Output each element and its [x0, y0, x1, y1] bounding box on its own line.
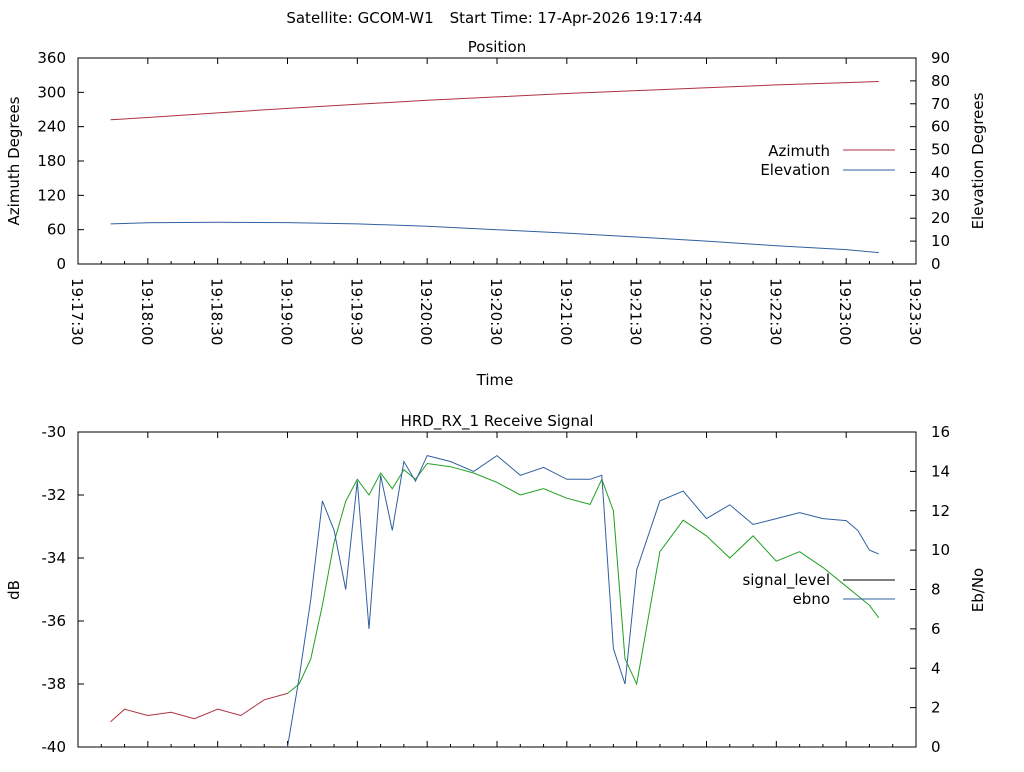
position-y2-tick-label: 50: [931, 141, 950, 159]
position-ticks: 19:17:30 19:18:00 19:18:30 19:19:00 19:19:30…: [37, 49, 950, 345]
signal-y-tick-label: -32: [42, 486, 67, 504]
signal-right-axis-label: Eb/No: [969, 568, 987, 612]
position-x-tick-label: 19:21:00: [557, 278, 575, 345]
signal-left-axis-label: dB: [5, 580, 23, 600]
position-y2-tick-label: 90: [931, 49, 950, 67]
signal-chart-title: HRD_RX_1 Receive Signal: [401, 412, 594, 431]
position-x-tick-label: 19:23:00: [836, 278, 854, 345]
position-y-tick-label: 60: [47, 221, 66, 239]
position-y2-tick-label: 60: [931, 118, 950, 136]
position-y2-tick-label: 70: [931, 95, 950, 113]
signal-y2-tick-label: 8: [931, 581, 941, 599]
position-series: [110, 81, 879, 254]
position-chart-title: Position: [468, 38, 526, 56]
position-x-tick-label: 19:20:30: [487, 278, 505, 345]
position-series-elevation-line: [110, 221, 879, 254]
position-x-tick-label: 19:22:00: [697, 278, 715, 345]
signal-y-tick-label: -36: [42, 612, 67, 630]
signal-y2-tick-label: 12: [931, 502, 950, 520]
legend-azimuth-label: Azimuth: [768, 142, 830, 160]
signal-y2-tick-label: 6: [931, 620, 941, 638]
position-y-tick-label: 0: [56, 255, 66, 273]
signal-y2-tick-label: 14: [931, 462, 950, 480]
position-x-tick-label: 19:22:30: [766, 278, 784, 345]
position-right-axis-label: Elevation Degrees: [969, 92, 987, 229]
signal-legend: signal_level ebno: [742, 571, 895, 608]
position-y2-tick-label: 20: [931, 209, 950, 227]
legend-ebno-label: ebno: [793, 590, 830, 608]
start-time-label: Start Time: 17-Apr-2026 19:17:44: [450, 9, 703, 27]
signal-y-tick-label: -38: [42, 675, 67, 693]
signal-y2-tick-label: 10: [931, 541, 950, 559]
position-x-tick-label: 19:19:30: [347, 278, 365, 345]
signal-y2-tick-label: 2: [931, 699, 941, 717]
position-y2-tick-label: 80: [931, 72, 950, 90]
position-x-tick-label: 19:18:30: [208, 278, 226, 345]
position-y2-tick-label: 40: [931, 163, 950, 181]
position-y-tick-label: 120: [37, 186, 66, 204]
position-x-tick-label: 19:17:30: [68, 278, 86, 345]
position-y-tick-label: 360: [37, 49, 66, 67]
legend-elevation-label: Elevation: [760, 161, 830, 179]
satellite-label: Satellite: GCOM-W1: [286, 9, 433, 27]
position-x-tick-label: 19:23:30: [906, 278, 924, 345]
position-y-tick-label: 240: [37, 118, 66, 136]
position-x-tick-label: 19:18:00: [138, 278, 156, 345]
signal-y2-tick-label: 4: [931, 659, 941, 677]
signal-series: [110, 454, 880, 748]
position-x-tick-label: 19:20:00: [417, 278, 435, 345]
signal-level-line: [287, 462, 880, 694]
position-x-axis-label: Time: [476, 371, 514, 389]
position-y2-tick-label: 0: [931, 255, 941, 273]
ebno-line: [287, 454, 879, 748]
position-legend: Azimuth Elevation: [760, 142, 895, 179]
position-series-azimuth-line: [110, 81, 879, 121]
signal-y2-tick-label: 16: [931, 423, 950, 441]
position-y-tick-label: 180: [37, 152, 66, 170]
signal-y2-tick-label: 0: [931, 738, 941, 756]
position-left-axis-label: Azimuth Degrees: [5, 96, 23, 225]
signal-y-tick-label: -34: [42, 549, 67, 567]
position-x-tick-label: 19:19:00: [278, 278, 296, 345]
signal-y-tick-label: -40: [42, 738, 67, 756]
position-x-tick-label: 19:21:30: [627, 278, 645, 345]
signal-chart: HRD_RX_1 Receive Signal dB Eb/No -40-38-…: [5, 412, 987, 756]
signal-y-tick-label: -30: [42, 423, 67, 441]
position-y2-tick-label: 10: [931, 232, 950, 250]
position-chart: Position Azimuth Degrees Elevation Degre…: [5, 38, 987, 389]
position-y-tick-label: 300: [37, 83, 66, 101]
position-y2-tick-label: 30: [931, 186, 950, 204]
legend-signal-level-label: signal_level: [742, 571, 830, 590]
signal-ticks: -40 -38 -36 -34 -32 -30 0 2 4 6 8 10 12 14 16: [42, 423, 951, 756]
signal-level-line-low: [110, 692, 288, 723]
